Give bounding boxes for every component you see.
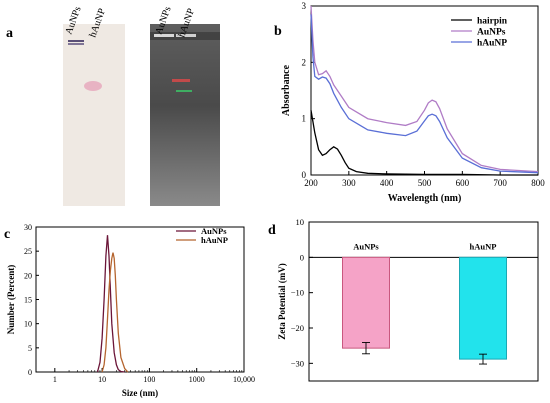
y-tick-label: 10 [296, 217, 305, 227]
y-tick-label: 20 [24, 271, 32, 280]
x-tick-label: 700 [493, 178, 507, 188]
panel-letter-c: c [4, 227, 10, 242]
y-axis-label: Absorbance [281, 64, 292, 116]
x-tick-label: 800 [531, 178, 545, 188]
y-tick-label: −10 [291, 288, 304, 298]
series-line-hAuNP [101, 252, 129, 373]
chart-b: 200 300 400 500 600 700 800 0 1 2 3 Wavelength (nm)… [281, 1, 545, 204]
x-tick-label: 400 [380, 178, 394, 188]
legend-label-hAuNP: hAuNP [477, 39, 507, 49]
gel-well-band [68, 40, 84, 42]
y-tick-label: 0 [28, 368, 32, 377]
y-tick-label: 3 [302, 1, 307, 11]
x-tick-label: 100 [143, 375, 155, 384]
x-tick-label: 10 [98, 375, 106, 384]
x-tick-label: 200 [304, 178, 318, 188]
x-axis-label: Size (nm) [122, 388, 158, 398]
y-axis-label: Number (Percent) [6, 265, 16, 334]
gel-image-left [63, 24, 125, 206]
gel-band-green [176, 90, 192, 92]
y-axis-label: Zeta Potential (mV) [277, 263, 287, 339]
gel-image-right [150, 24, 220, 206]
x-tick-label: 600 [456, 178, 470, 188]
chart-d: 10 0 −10 −20 −30 Zeta Potential (mV) AuNPs hAuN… [277, 217, 539, 382]
chart-c: 1 10 100 1000 10,000 0 5 10 15 20 25 30 Size (nm) Num… [6, 223, 255, 398]
y-tick-label: −30 [291, 358, 304, 368]
x-tick-label: 500 [418, 178, 432, 188]
legend-label-AuNPs: AuNPs [201, 226, 227, 236]
y-tick-label: 10 [24, 320, 32, 329]
y-tick-label: 2 [302, 57, 307, 67]
gel-well-band [154, 34, 174, 37]
x-axis-label: Wavelength (nm) [388, 193, 462, 204]
series-line-hairpin [310, 110, 538, 176]
category-label-AuNPs: AuNPs [353, 241, 379, 251]
y-tick-label: 5 [28, 344, 32, 353]
y-tick-label: 15 [24, 296, 32, 305]
legend-label-hAuNP: hAuNP [201, 235, 228, 245]
y-tick-label: 0 [300, 252, 304, 262]
legend-label-AuNPs: AuNPs [477, 28, 506, 38]
x-tick-label: 300 [342, 178, 356, 188]
panel-letter-d: d [268, 223, 276, 238]
gel-well-band [68, 43, 84, 45]
gel-well-band [176, 34, 196, 37]
x-tick-label: 1 [53, 375, 57, 384]
plot-frame [35, 226, 245, 373]
gel-band-red [172, 79, 190, 82]
panel-letter-a: a [6, 26, 13, 41]
plot-frame [308, 221, 539, 382]
series-line-hAuNP [310, 14, 539, 174]
bar-AuNPs [342, 256, 390, 349]
series-line-AuNPs [310, 5, 539, 173]
y-tick-label: −20 [291, 323, 304, 333]
x-tick-label: 10,000 [233, 375, 255, 384]
legend-label-hairpin: hairpin [477, 17, 508, 27]
x-tick-label: 1000 [189, 375, 205, 384]
y-tick-label: 30 [24, 223, 32, 232]
gel-band-hAuNP [84, 81, 102, 91]
bar-hAuNP [459, 256, 507, 360]
y-tick-label: 25 [24, 247, 32, 256]
panel-letter-b: b [274, 24, 282, 39]
y-tick-label: 1 [302, 114, 307, 124]
y-tick-label: 0 [302, 170, 307, 180]
category-label-hAuNP: hAuNP [470, 241, 497, 251]
